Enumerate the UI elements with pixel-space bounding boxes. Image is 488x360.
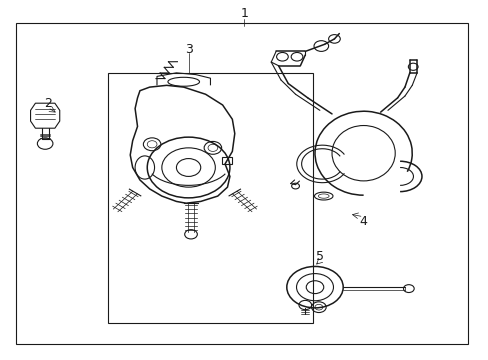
Text: 2: 2 xyxy=(43,97,51,110)
Bar xyxy=(108,73,312,323)
Text: 5: 5 xyxy=(315,250,323,263)
Text: 1: 1 xyxy=(240,8,248,21)
Text: 4: 4 xyxy=(359,215,367,228)
Text: 3: 3 xyxy=(184,43,192,56)
Bar xyxy=(221,157,232,164)
